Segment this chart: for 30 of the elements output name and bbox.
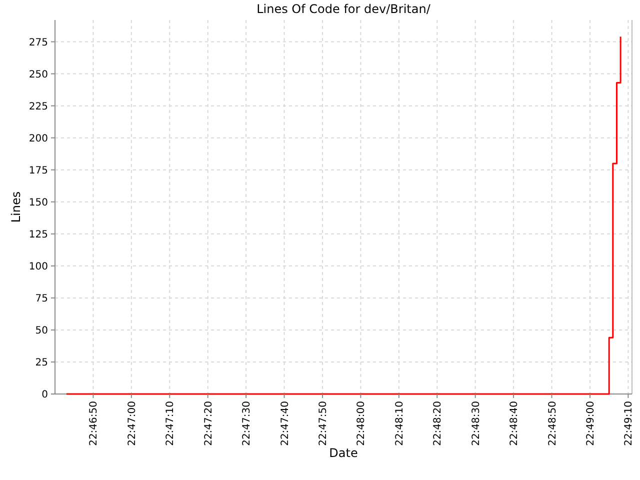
x-tick-label: 22:46:50 <box>88 401 100 446</box>
x-tick-label: 22:48:50 <box>547 401 558 446</box>
y-tick-label: 50 <box>35 325 48 336</box>
x-tick-label: 22:49:10 <box>624 401 635 446</box>
x-tick-label: 22:48:30 <box>470 401 482 446</box>
y-tick-label: 225 <box>28 101 48 112</box>
y-tick-label: 150 <box>28 197 48 208</box>
y-tick-label: 0 <box>42 390 48 400</box>
x-tick-label: 22:47:20 <box>203 401 214 446</box>
x-tick-label: 22:47:00 <box>126 401 138 446</box>
y-tick-label: 175 <box>28 165 48 176</box>
x-axis-title: Date <box>329 446 358 460</box>
x-tick-label: 22:47:30 <box>242 401 253 446</box>
y-tick-label: 125 <box>28 229 48 240</box>
x-tick-label: 22:47:40 <box>280 401 291 446</box>
x-tick-label: 22:47:10 <box>165 401 176 446</box>
x-tick-label: 22:48:40 <box>509 401 520 446</box>
y-tick-label: 275 <box>28 37 48 48</box>
y-tick-label: 75 <box>35 293 48 304</box>
x-tick-label: 22:47:50 <box>318 401 329 446</box>
chart-title: Lines Of Code for dev/Britan/ <box>256 2 432 16</box>
y-tick-label: 250 <box>28 69 48 80</box>
x-tick-label: 22:49:00 <box>585 401 596 446</box>
x-tick-label: 22:48:20 <box>432 401 444 446</box>
x-tick-label: 22:48:10 <box>394 401 406 446</box>
y-axis-title: Lines <box>9 191 23 223</box>
y-tick-label: 200 <box>28 133 48 144</box>
y-tick-label: 25 <box>35 357 48 368</box>
y-tick-label: 100 <box>28 261 48 272</box>
x-tick-label: 22:48:00 <box>356 401 368 446</box>
